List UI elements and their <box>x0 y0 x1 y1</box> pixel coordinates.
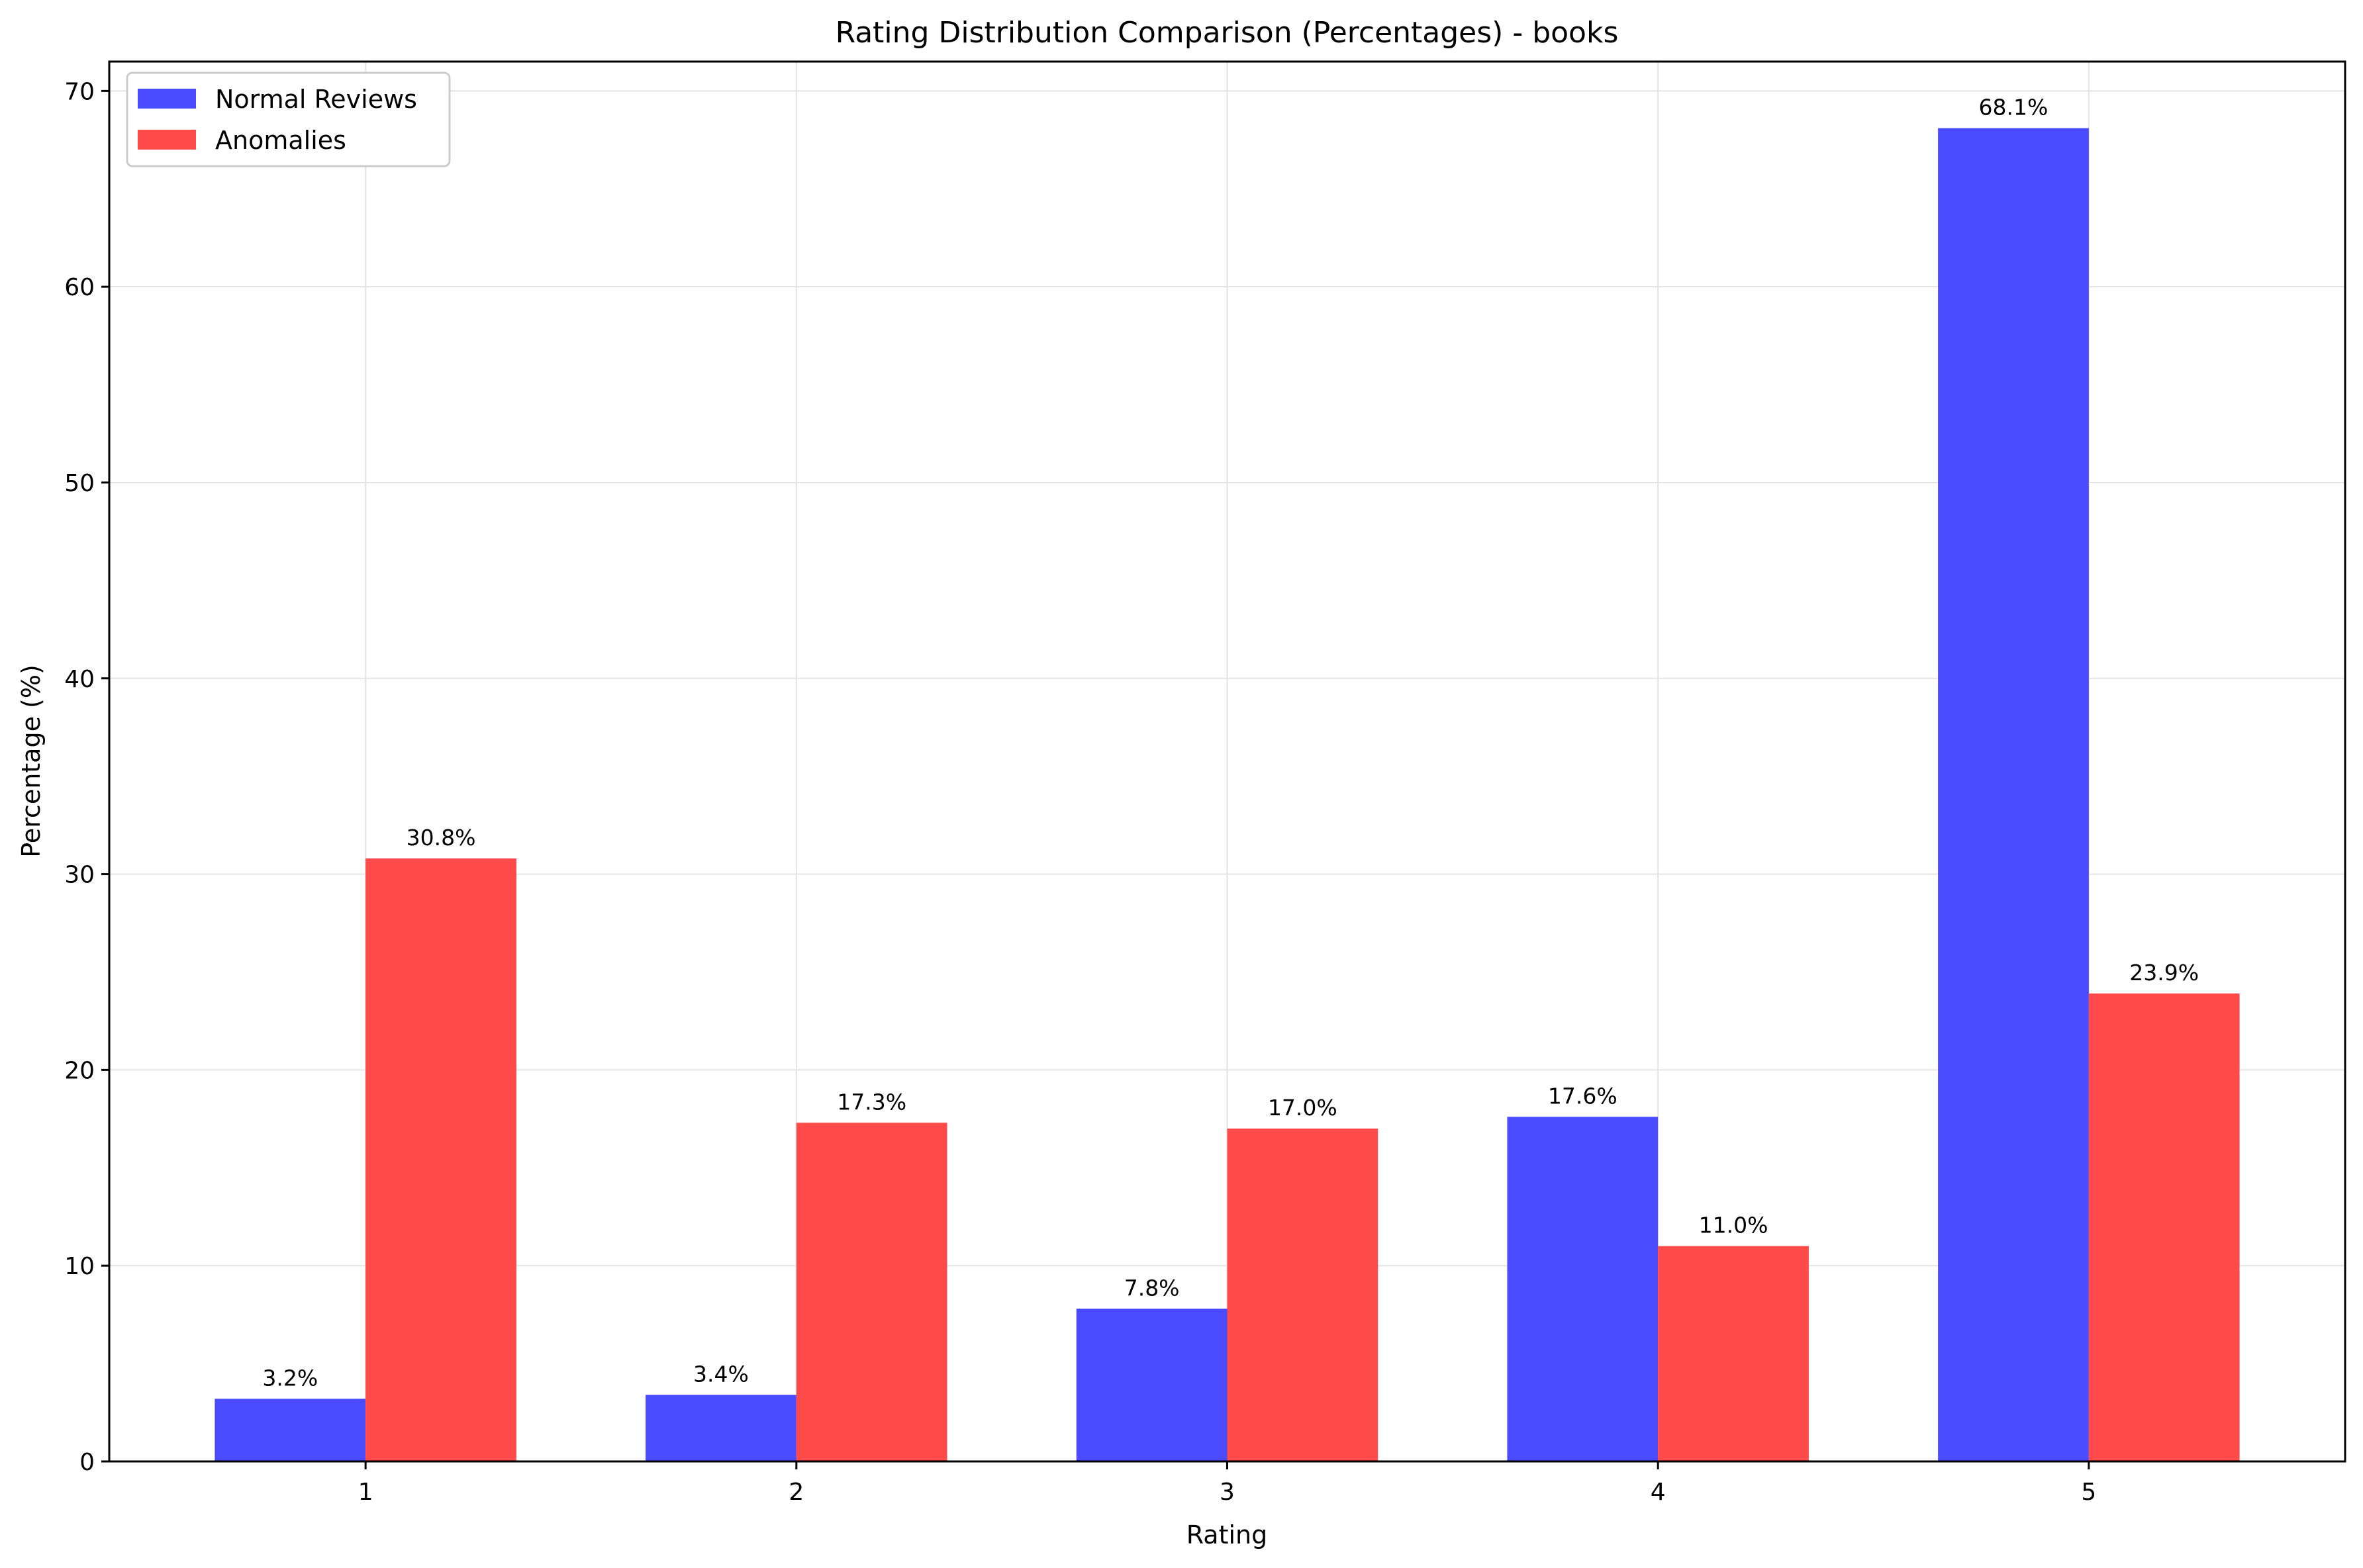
data-labels: 3.2% 3.4% 7.8% 17.6% 68.1% 30.8% 17.3% 17.0% 11.… <box>262 95 2199 1391</box>
bar-anomalies <box>1227 1129 1378 1461</box>
x-axis-label: Rating <box>1186 1520 1268 1549</box>
y-tick-label: 30 <box>64 862 95 889</box>
bar-normal-reviews <box>646 1395 796 1461</box>
legend-label-normal-reviews: Normal Reviews <box>215 85 417 114</box>
data-label-anomalies: 23.9% <box>2129 960 2199 986</box>
legend-label-anomalies: Anomalies <box>215 126 346 155</box>
data-label-anomalies: 11.0% <box>1699 1213 1768 1238</box>
y-tick-label: 10 <box>64 1253 95 1280</box>
bar-anomalies <box>2088 993 2240 1461</box>
y-tick-label: 70 <box>64 78 95 105</box>
y-tick-label: 60 <box>64 274 95 301</box>
x-tick-label: 1 <box>358 1479 373 1506</box>
x-tick-label: 4 <box>1651 1479 1666 1506</box>
x-tick-label: 2 <box>789 1479 804 1506</box>
y-axis-label: Percentage (%) <box>17 665 46 858</box>
y-tick-label: 50 <box>64 470 95 497</box>
bars <box>215 128 2240 1461</box>
x-tick-label: 3 <box>1220 1479 1235 1506</box>
legend-swatch-normal-reviews <box>138 89 196 109</box>
data-label-anomalies: 17.3% <box>837 1089 906 1115</box>
y-tick-label: 0 <box>79 1449 95 1476</box>
data-label-normal-reviews: 3.2% <box>262 1365 318 1391</box>
bar-normal-reviews <box>1507 1117 1659 1461</box>
data-label-anomalies: 17.0% <box>1268 1095 1337 1121</box>
data-label-normal-reviews: 17.6% <box>1548 1083 1617 1109</box>
bar-normal-reviews <box>1938 128 2089 1461</box>
legend-swatch-anomalies <box>138 130 196 150</box>
bar-anomalies <box>1658 1246 1809 1461</box>
y-tick-label: 20 <box>64 1057 95 1084</box>
data-label-normal-reviews: 7.8% <box>1124 1275 1180 1301</box>
bar-anomalies <box>365 858 516 1461</box>
data-label-normal-reviews: 3.4% <box>693 1361 749 1387</box>
x-tick-label: 5 <box>2081 1479 2096 1506</box>
legend: Normal Reviews Anomalies <box>126 71 451 167</box>
legend-box <box>126 71 451 167</box>
bar-anomalies <box>796 1123 947 1461</box>
chart-title: Rating Distribution Comparison (Percenta… <box>836 16 1619 50</box>
y-tick-label: 40 <box>64 666 95 693</box>
data-label-anomalies: 30.8% <box>407 825 476 851</box>
bar-normal-reviews <box>1076 1309 1228 1461</box>
data-label-normal-reviews: 68.1% <box>1979 95 2049 120</box>
bar-normal-reviews <box>215 1399 366 1461</box>
axis-ticks: 0 10 20 30 40 50 60 70 1 2 3 4 5 <box>64 78 2096 1506</box>
